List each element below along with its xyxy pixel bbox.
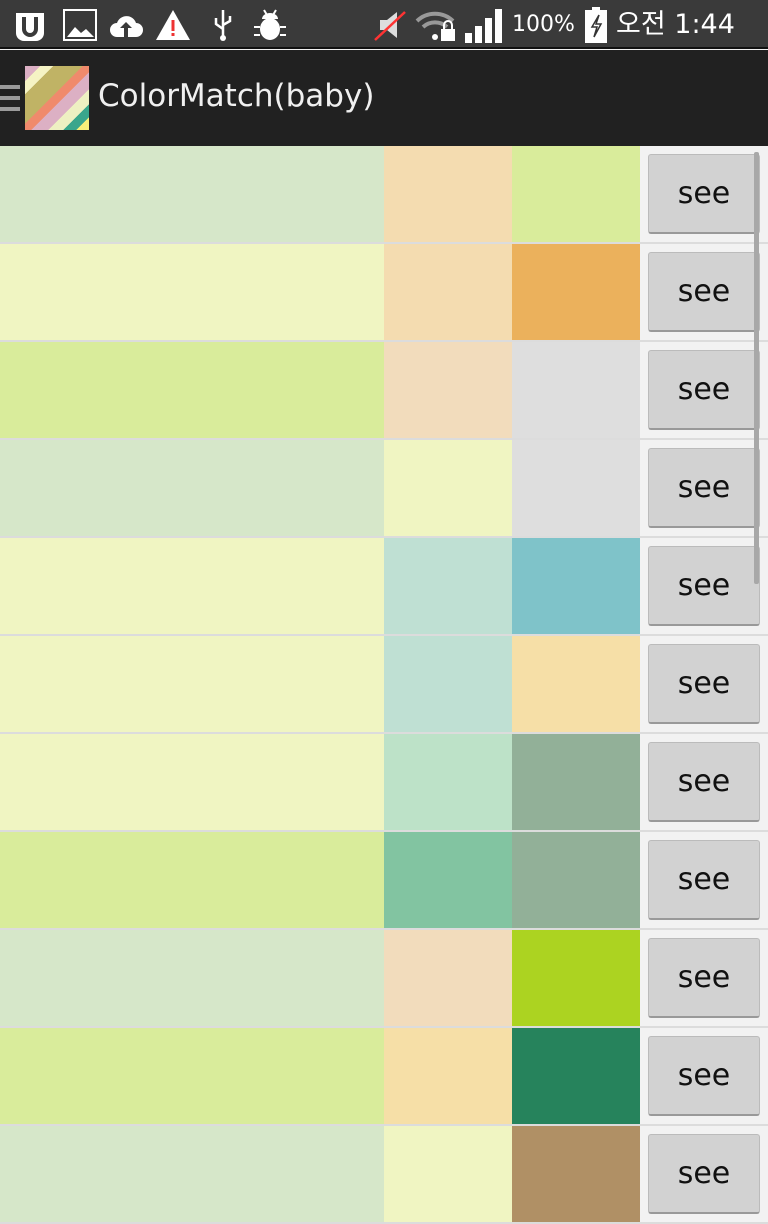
color-row: see: [0, 342, 768, 440]
color-row: see: [0, 538, 768, 636]
see-button[interactable]: see: [648, 252, 760, 332]
see-button-cell: see: [640, 342, 768, 438]
see-button-cell: see: [640, 244, 768, 340]
color-match-list: see see see see see see see see see see see: [0, 146, 768, 1224]
color-row: see: [0, 1028, 768, 1126]
see-button[interactable]: see: [648, 938, 760, 1018]
color-swatch-3: [512, 734, 640, 830]
color-swatch-1: [0, 832, 384, 928]
color-swatch-2: [384, 636, 512, 732]
see-button-cell: see: [640, 734, 768, 830]
color-swatch-3: [512, 1028, 640, 1124]
color-row: see: [0, 734, 768, 832]
wifi-lock-icon: [415, 7, 459, 43]
color-swatch-1: [0, 538, 384, 634]
see-button[interactable]: see: [648, 742, 760, 822]
usb-icon: [205, 7, 241, 43]
color-swatch-2: [384, 146, 512, 242]
color-swatch-1: [0, 440, 384, 536]
color-swatch-2: [384, 734, 512, 830]
drawer-menu-icon[interactable]: [0, 85, 20, 113]
see-button-cell: see: [640, 1126, 768, 1222]
color-row: see: [0, 244, 768, 342]
see-button[interactable]: see: [648, 546, 760, 626]
battery-level: 100%: [512, 12, 575, 37]
color-row: see: [0, 930, 768, 1028]
color-swatch-1: [0, 244, 384, 340]
color-swatch-2: [384, 342, 512, 438]
warning-icon: [155, 7, 191, 43]
see-button[interactable]: see: [648, 840, 760, 920]
color-swatch-2: [384, 930, 512, 1026]
color-swatch-3: [512, 636, 640, 732]
color-swatch-2: [384, 440, 512, 536]
color-swatch-3: [512, 146, 640, 242]
color-swatch-2: [384, 538, 512, 634]
app-logo[interactable]: [25, 66, 89, 130]
app-title: ColorMatch(baby): [98, 78, 375, 114]
color-swatch-3: [512, 930, 640, 1026]
mute-icon: [372, 7, 408, 43]
color-swatch-1: [0, 734, 384, 830]
clock: 오전 1:44: [616, 9, 735, 40]
color-swatch-3: [512, 440, 640, 536]
image-icon: [62, 7, 98, 43]
color-swatch-1: [0, 1126, 384, 1222]
cloud-upload-icon: [108, 7, 144, 43]
color-row: see: [0, 440, 768, 538]
signal-icon: [464, 7, 506, 43]
color-swatch-3: [512, 1126, 640, 1222]
color-swatch-1: [0, 342, 384, 438]
debug-icon: [252, 7, 288, 43]
see-button-cell: see: [640, 832, 768, 928]
color-swatch-1: [0, 636, 384, 732]
status-bar: 100% 오전 1:44: [0, 0, 768, 49]
color-swatch-3: [512, 342, 640, 438]
color-row: see: [0, 832, 768, 930]
see-button[interactable]: see: [648, 154, 760, 234]
see-button-cell: see: [640, 440, 768, 536]
see-button-cell: see: [640, 930, 768, 1026]
color-row: see: [0, 636, 768, 734]
battery-charging-icon: [584, 7, 608, 43]
see-button[interactable]: see: [648, 644, 760, 724]
see-button[interactable]: see: [648, 1134, 760, 1214]
color-swatch-3: [512, 244, 640, 340]
action-bar: ColorMatch(baby): [0, 50, 768, 146]
color-row: see: [0, 1126, 768, 1224]
color-row: see: [0, 146, 768, 244]
color-swatch-2: [384, 1028, 512, 1124]
scrollbar[interactable]: [754, 152, 759, 584]
see-button-cell: see: [640, 146, 768, 242]
uplus-icon: [12, 7, 48, 43]
see-button[interactable]: see: [648, 1036, 760, 1116]
see-button-cell: see: [640, 636, 768, 732]
color-swatch-3: [512, 538, 640, 634]
see-button[interactable]: see: [648, 448, 760, 528]
color-swatch-2: [384, 832, 512, 928]
color-swatch-1: [0, 1028, 384, 1124]
color-swatch-3: [512, 832, 640, 928]
color-swatch-2: [384, 1126, 512, 1222]
see-button[interactable]: see: [648, 350, 760, 430]
color-swatch-1: [0, 146, 384, 242]
color-swatch-2: [384, 244, 512, 340]
see-button-cell: see: [640, 1028, 768, 1124]
color-swatch-1: [0, 930, 384, 1026]
see-button-cell: see: [640, 538, 768, 634]
